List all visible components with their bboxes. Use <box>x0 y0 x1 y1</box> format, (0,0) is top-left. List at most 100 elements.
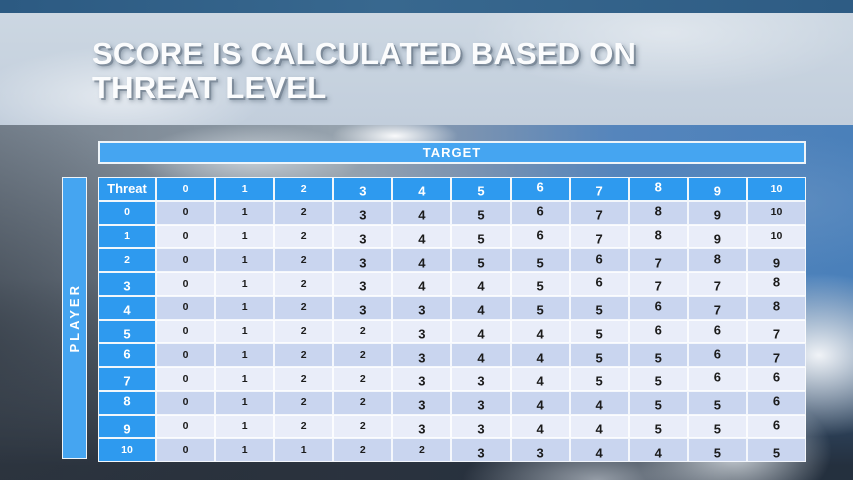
digit: 5 <box>477 255 485 271</box>
score-cell-r3-c3: 3 <box>333 272 393 296</box>
digit: 0 <box>124 206 130 219</box>
digit: 1 <box>770 182 777 195</box>
digit: 0 <box>776 182 783 195</box>
score-cell-r7-c9: 6 <box>687 367 747 391</box>
score-cell-r1-c7: 7 <box>569 224 629 249</box>
score-cell-r10-c5: 3 <box>451 438 511 462</box>
score-cell-r0-c9: 9 <box>687 200 747 225</box>
digit: 3 <box>477 445 485 461</box>
score-cell-r4-c10: 8 <box>746 295 806 320</box>
col-header-4: 4 <box>392 177 452 201</box>
digit: 5 <box>123 326 131 342</box>
score-cell-r10-c4: 2 <box>392 438 452 462</box>
score-cell-r0-c7: 7 <box>569 200 629 225</box>
digit: 2 <box>300 325 307 338</box>
row-header-7: 7 <box>98 367 156 391</box>
row-header-3: 3 <box>98 272 156 296</box>
score-cell-r5-c3: 2 <box>333 319 393 344</box>
score-cell-r9-c0: 0 <box>156 414 216 439</box>
digit: 0 <box>182 253 189 266</box>
score-cell-r3-c2: 2 <box>274 272 334 296</box>
digit: 3 <box>359 302 367 318</box>
digit: 7 <box>595 207 603 223</box>
digit: 3 <box>418 421 426 437</box>
digit: 0 <box>182 420 189 433</box>
score-cell-r1-c3: 3 <box>333 224 393 249</box>
digit: 1 <box>300 443 307 456</box>
digit: 6 <box>536 179 544 195</box>
digit: 9 <box>123 421 131 437</box>
digit: 5 <box>595 373 603 389</box>
digit: 7 <box>595 231 603 247</box>
score-cell-r4-c5: 4 <box>451 295 511 320</box>
digit: 3 <box>418 326 426 342</box>
score-cell-r5-c7: 5 <box>569 319 629 344</box>
row-header-6: 6 <box>98 343 156 367</box>
digit: 2 <box>300 253 307 266</box>
score-cell-r4-c6: 5 <box>510 295 570 320</box>
digit: 6 <box>654 322 662 338</box>
digit: 4 <box>477 302 485 318</box>
row-header-2: 2 <box>98 248 156 272</box>
score-cell-r6-c5: 4 <box>451 343 511 367</box>
score-cell-r10-c9: 5 <box>687 438 747 462</box>
score-cell-r9-c2: 2 <box>274 414 334 439</box>
score-cell-r4-c1: 1 <box>215 295 275 320</box>
digit: 6 <box>713 369 721 385</box>
row-header-1: 1 <box>98 224 156 249</box>
digit: 7 <box>772 350 781 366</box>
score-cell-r5-c4: 3 <box>392 319 452 344</box>
slide-title-line2: THREAT LEVEL <box>92 70 327 105</box>
digit: 5 <box>595 302 603 318</box>
player-label: PLAYER <box>67 283 82 353</box>
digit: 6 <box>595 251 603 267</box>
score-cell-r3-c9: 7 <box>687 272 747 296</box>
score-cell-r0-c1: 1 <box>215 200 275 225</box>
score-cell-r6-c0: 0 <box>156 343 216 367</box>
score-cell-r1-c6: 6 <box>510 224 570 249</box>
col-header-0: 0 <box>156 177 216 201</box>
score-cell-r6-c6: 4 <box>510 343 570 367</box>
row-header-5: 5 <box>98 319 156 344</box>
digit: 0 <box>182 396 189 409</box>
digit: 5 <box>713 421 721 437</box>
score-cell-r9-c1: 1 <box>215 414 275 439</box>
digit: 2 <box>300 230 307 243</box>
score-cell-r3-c10: 8 <box>746 272 806 296</box>
digit: 2 <box>359 396 366 409</box>
col-header-9: 9 <box>687 177 747 201</box>
col-header-5: 5 <box>451 177 511 201</box>
score-cell-r2-c5: 5 <box>451 248 511 272</box>
score-cell-r7-c4: 3 <box>392 367 452 391</box>
score-cell-r8-c4: 3 <box>392 390 452 415</box>
digit: 3 <box>359 207 367 223</box>
score-cell-r1-c1: 1 <box>215 224 275 249</box>
score-cell-r9-c8: 5 <box>628 414 688 439</box>
digit: 4 <box>477 326 485 342</box>
digit: 7 <box>713 278 721 294</box>
digit: 4 <box>418 183 426 199</box>
digit: 8 <box>654 227 662 243</box>
digit: 0 <box>182 182 189 195</box>
digit: 3 <box>536 445 544 461</box>
digit: 0 <box>776 206 783 219</box>
digit: 2 <box>300 301 307 314</box>
digit: 2 <box>300 396 307 409</box>
col-header-2: 2 <box>274 177 334 201</box>
digit: 3 <box>477 397 485 413</box>
digit: 6 <box>772 393 781 409</box>
digit: 3 <box>477 421 485 437</box>
digit: 6 <box>595 274 603 290</box>
score-cell-r5-c1: 1 <box>215 319 275 344</box>
score-cell-r9-c5: 3 <box>451 414 511 439</box>
digit: 6 <box>536 203 544 219</box>
score-cell-r10-c1: 1 <box>215 438 275 462</box>
digit: 4 <box>477 278 485 294</box>
score-cell-r8-c5: 3 <box>451 390 511 415</box>
digit: 4 <box>654 445 662 461</box>
digit: 1 <box>241 206 248 219</box>
score-cell-r8-c7: 4 <box>569 390 629 415</box>
score-cell-r4-c3: 3 <box>333 295 393 320</box>
